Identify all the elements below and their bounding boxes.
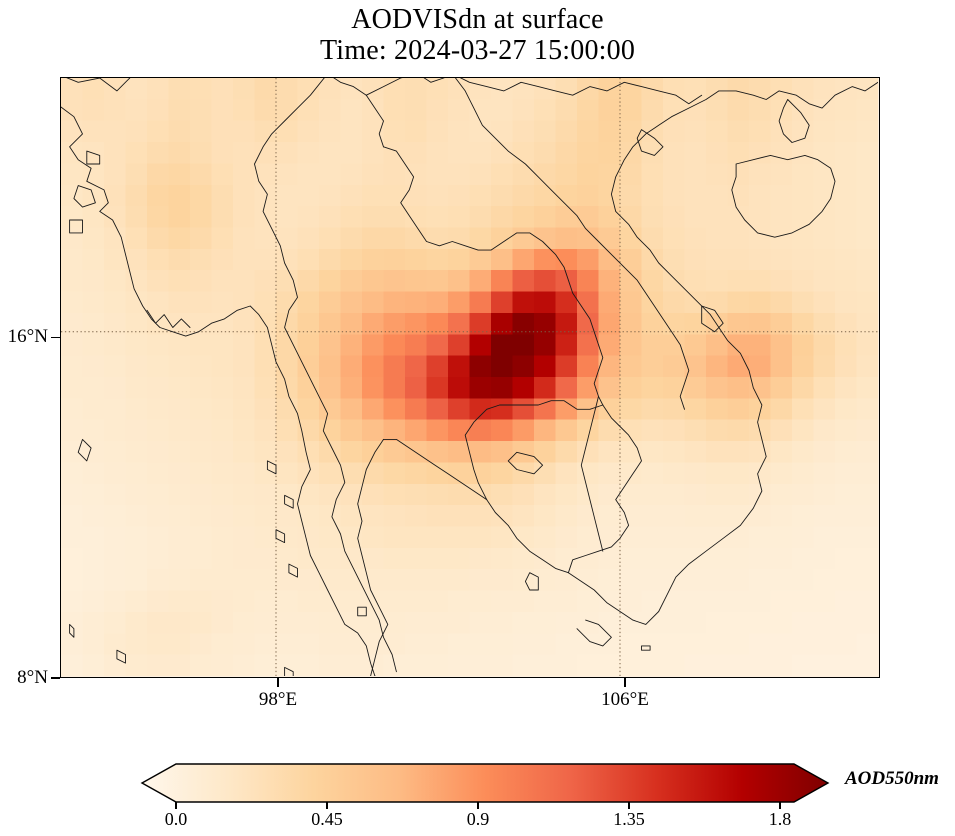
colorbar-tick-mark-4 — [779, 802, 781, 809]
colorbar-tick-mark-0 — [175, 802, 177, 809]
title-line-variable: AODVISdn at surface — [351, 4, 604, 35]
colorbar-tick-label-2: 0.9 — [466, 809, 490, 829]
aod-raster-field — [61, 78, 878, 676]
xtick-label-98E: 98°E — [258, 689, 298, 710]
colorbar-label: AOD550nm — [845, 768, 939, 789]
map-raster-and-overlays — [61, 78, 878, 676]
map-axes[interactable] — [60, 77, 880, 678]
ytick-mark-16N — [51, 336, 60, 339]
ytick-label-16N: 16°N — [7, 326, 48, 347]
figure-title: AODVISdn at surface Time: 2024-03-27 15:… — [0, 4, 955, 67]
xtick-label-106E: 106°E — [601, 689, 649, 710]
colorbar-tick-mark-2 — [477, 802, 479, 809]
colorbar-tick-mark-3 — [628, 802, 630, 809]
colorbar[interactable] — [140, 762, 830, 804]
ytick-mark-8N — [51, 677, 60, 679]
title-line-time: Time: 2024-03-27 15:00:00 — [319, 35, 636, 67]
colorbar-tick-label-1: 0.45 — [311, 809, 343, 829]
colorbar-tick-label-0: 0.0 — [164, 809, 188, 829]
xtick-mark-98E — [277, 678, 279, 687]
colorbar-tick-mark-1 — [326, 802, 328, 809]
colorbar-tick-label-4: 1.8 — [768, 809, 792, 829]
ytick-label-8N: 8°N — [17, 667, 48, 688]
xtick-mark-106E — [624, 678, 626, 687]
colorbar-tick-label-3: 1.35 — [613, 809, 645, 829]
coastlines-and-borders — [61, 78, 878, 676]
colorbar-swatch[interactable] — [140, 762, 830, 804]
